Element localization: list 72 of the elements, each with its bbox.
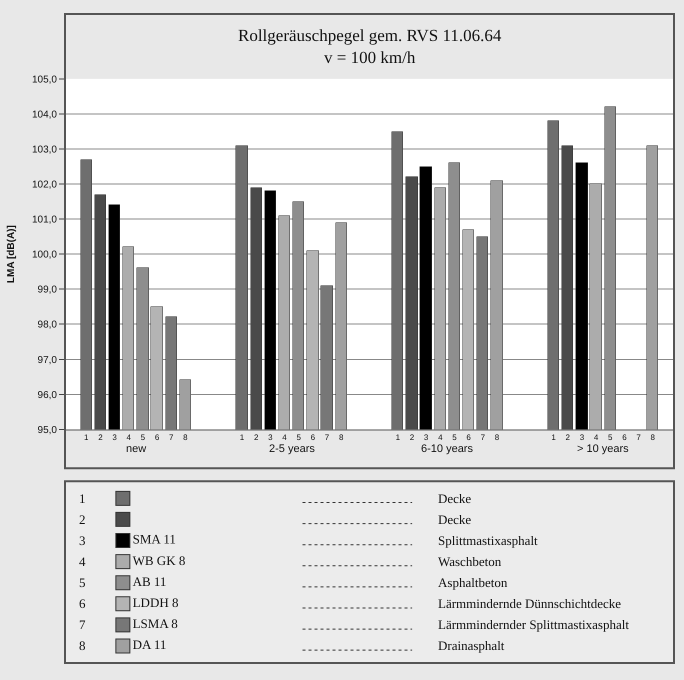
text: 2: [98, 432, 104, 442]
text: Splittmastixasphalt: [438, 533, 538, 548]
text: 5: [140, 432, 146, 442]
text: 5: [608, 432, 612, 442]
chart-title: Rollgeräuschpegel gem. RVS 11.06.64: [238, 26, 502, 45]
y-axis-title: LMA [dB(A)]: [6, 225, 17, 284]
text: 4: [594, 432, 598, 442]
text: 3: [268, 432, 273, 442]
y-tick-label: 99,0: [38, 284, 58, 296]
y-tick-label: 104,0: [32, 109, 58, 120]
legend-label: WB GK 8: [132, 552, 186, 568]
text: Lärmmindernde Dünnschichtdecke: [438, 596, 622, 611]
y-tick-label: 103,0: [32, 144, 58, 156]
text: 8: [338, 432, 344, 442]
y-tick-label: 101,0: [32, 214, 58, 226]
text: 6: [310, 432, 316, 442]
chart-subtitle: v = 100 km/h: [324, 48, 416, 68]
text: Waschbeton: [438, 554, 502, 569]
y-tick-label: 105,0: [32, 74, 58, 86]
text: 1: [79, 491, 86, 506]
y-tick-label: 102,0: [32, 180, 58, 191]
text: 3: [424, 432, 428, 442]
text: 1: [84, 432, 90, 442]
text: 8: [79, 638, 86, 653]
text: 8: [494, 432, 500, 442]
text: 2: [566, 432, 570, 442]
text: 4: [79, 554, 86, 569]
x-tick-label: 6-10 years: [421, 443, 474, 455]
text: 7: [79, 617, 86, 632]
text: 8: [183, 432, 188, 442]
text: 6: [154, 432, 160, 442]
text: Drainasphalt: [438, 638, 505, 653]
text: 4: [438, 432, 443, 442]
text: 5: [79, 575, 86, 590]
text: 1: [240, 432, 244, 442]
text: 4: [126, 432, 132, 442]
text: Lärmmindernder Splittmastixasphalt: [438, 617, 630, 632]
text: 4: [282, 432, 287, 442]
text: 5: [452, 432, 457, 442]
text: 8: [650, 432, 655, 442]
legend-label: AB 11: [132, 574, 166, 589]
text: 2: [254, 432, 258, 442]
text: 7: [636, 432, 641, 442]
x-tick-label: > 10 years: [577, 443, 630, 455]
x-tick-label: new: [126, 443, 146, 455]
y-tick-label: 95,0: [38, 424, 58, 436]
y-tick-label: 98,0: [38, 320, 58, 331]
y-tick-label: 97,0: [38, 354, 58, 366]
text: 3: [79, 533, 86, 548]
legend-label: LSMA 8: [132, 616, 178, 632]
text: 3: [112, 432, 118, 442]
text: 5: [296, 432, 301, 442]
text: Decke: [438, 512, 472, 527]
text: 3: [580, 432, 584, 442]
text: 7: [480, 432, 486, 442]
text: 1: [396, 432, 400, 442]
legend-label: DA 11: [132, 637, 166, 652]
text: 7: [168, 432, 174, 442]
text: 1: [551, 432, 556, 442]
text: 2: [410, 432, 414, 442]
text: 6: [79, 596, 86, 611]
text: Decke: [438, 491, 472, 506]
y-tick-label: 96,0: [38, 390, 58, 401]
legend-label: SMA 11: [132, 532, 176, 547]
y-tick-label: 100,0: [32, 250, 58, 261]
text: 6: [622, 432, 627, 442]
x-tick-label: 2-5 years: [269, 443, 316, 455]
text: 6: [466, 432, 471, 442]
legend-label: LDDH 8: [132, 595, 178, 610]
text: Asphaltbeton: [438, 575, 508, 590]
text: 2: [79, 512, 86, 527]
text: 7: [324, 432, 330, 442]
